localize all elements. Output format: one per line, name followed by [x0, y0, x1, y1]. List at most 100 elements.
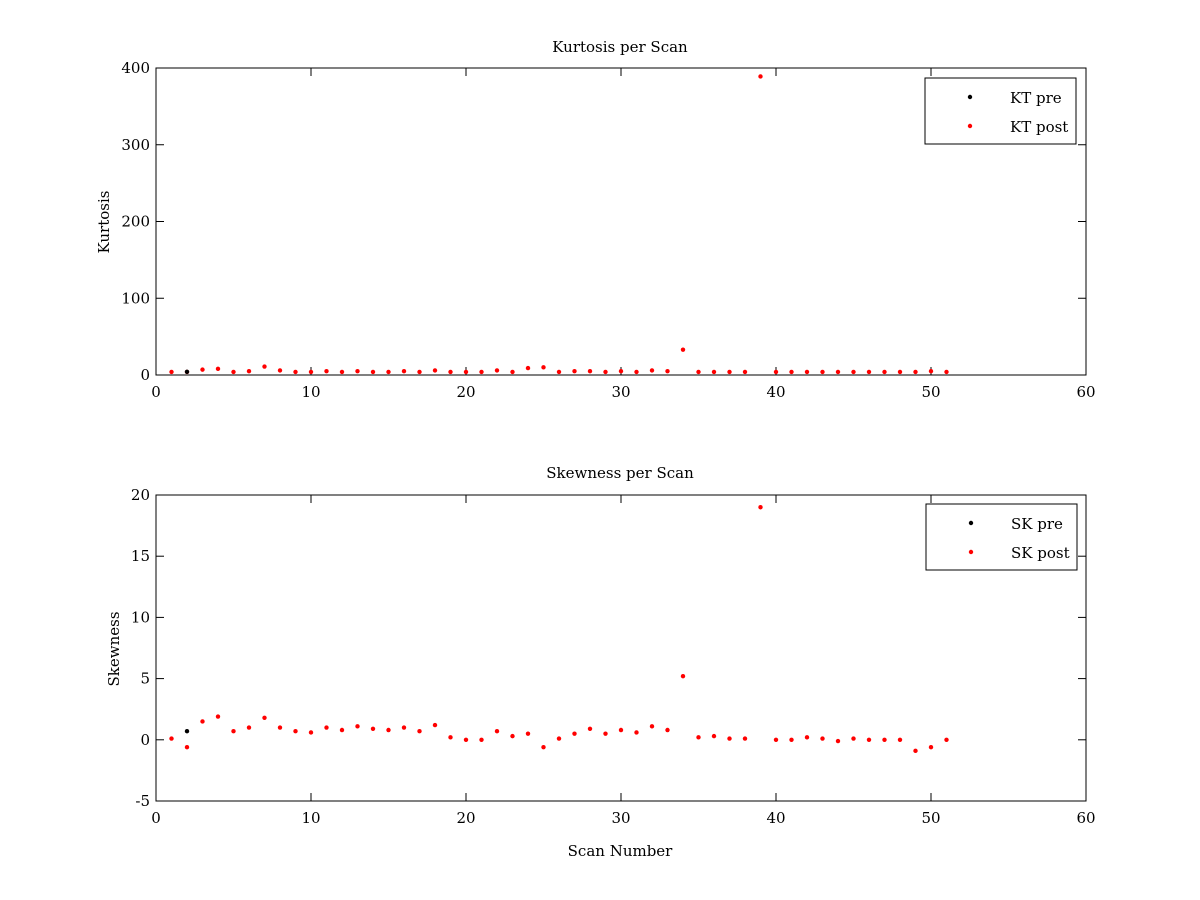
skewness-x-tick-label: 0	[151, 809, 161, 827]
kurtosis-legend-box	[924, 77, 1077, 145]
kurtosis-post-point	[417, 369, 422, 375]
skewness-post-point	[758, 505, 763, 510]
skewness-x-axis-label: Scan Number	[568, 842, 674, 860]
skewness-post-point	[215, 714, 221, 719]
skewness-pre-point	[184, 729, 190, 734]
kurtosis-x-tick-label: 10	[301, 383, 320, 401]
skewness-post-point	[510, 733, 515, 739]
kurtosis-y-tick-label: 200	[121, 213, 150, 231]
skewness-y-tick-label: 10	[131, 608, 150, 626]
skewness-post-point	[851, 736, 856, 741]
kurtosis-legend-post-label: KT post	[1010, 118, 1068, 136]
kurtosis-y-tick-label: 400	[121, 59, 150, 77]
skewness-post-point	[184, 744, 190, 750]
kurtosis-post-point	[494, 368, 500, 373]
kurtosis-post-point	[370, 369, 376, 375]
kurtosis-chart-title: Kurtosis per Scan	[552, 38, 688, 56]
skewness-post-point	[448, 735, 453, 740]
kurtosis-x-tick-label: 20	[456, 383, 475, 401]
skewness-post-point	[417, 729, 422, 734]
kurtosis-x-tick-label: 0	[151, 383, 161, 401]
skewness-axes: Skewness per Scan Skewness Scan Number 0…	[105, 464, 1096, 860]
kurtosis-y-tick-label: 0	[140, 366, 150, 384]
skewness-y-tick-label: 5	[140, 670, 150, 688]
skewness-y-tick-label: 0	[140, 731, 150, 749]
kurtosis-post-point	[866, 369, 872, 375]
kurtosis-y-tick-label: 100	[121, 289, 150, 307]
skewness-post-point	[789, 737, 794, 742]
kurtosis-post-point	[634, 369, 639, 375]
kurtosis-post-point	[448, 369, 453, 375]
skewness-post-point	[696, 735, 701, 740]
kurtosis-post-point	[711, 369, 717, 375]
skewness-legend-pre-marker	[968, 520, 974, 526]
kurtosis-post-point	[277, 368, 283, 373]
kurtosis-post-point	[696, 369, 701, 375]
skewness-x-tick-label: 10	[301, 809, 320, 827]
kurtosis-post-point	[401, 368, 407, 374]
kurtosis-post-point	[851, 369, 856, 375]
kurtosis-post-point	[200, 367, 205, 372]
kurtosis-post-point	[432, 368, 438, 373]
kurtosis-post-point	[665, 368, 670, 374]
skewness-x-tick-label: 50	[921, 809, 940, 827]
kurtosis-post-point	[928, 368, 934, 374]
kurtosis-post-point	[835, 369, 841, 375]
kurtosis-y-axis-label: Kurtosis	[95, 191, 113, 254]
skewness-post-point	[200, 719, 205, 724]
kurtosis-post-point	[556, 369, 562, 375]
kurtosis-post-point	[510, 369, 515, 375]
kurtosis-post-point	[246, 368, 252, 374]
kurtosis-post-point	[882, 369, 887, 375]
skewness-post-point	[913, 748, 918, 754]
skewness-y-tick-label: 20	[131, 486, 150, 504]
skewness-x-tick-label: 20	[456, 809, 475, 827]
kurtosis-pre-point	[184, 369, 190, 374]
kurtosis-y-tick-label: 300	[121, 136, 150, 154]
kurtosis-post-point	[649, 368, 655, 373]
skewness-x-tick-label: 30	[611, 809, 630, 827]
kurtosis-post-point	[324, 368, 329, 374]
kurtosis-post-point	[773, 369, 779, 375]
kurtosis-post-point	[603, 369, 608, 375]
skewness-post-point	[634, 730, 639, 735]
kurtosis-post-point	[525, 365, 531, 371]
skewness-post-point	[820, 736, 825, 741]
kurtosis-x-tick-label: 30	[611, 383, 630, 401]
skewness-post-point	[897, 737, 903, 742]
kurtosis-post-point	[293, 369, 298, 375]
kurtosis-post-point	[680, 347, 686, 352]
skewness-post-point	[711, 733, 717, 739]
skewness-y-axis-label: Skewness	[105, 611, 123, 686]
skewness-post-point	[494, 729, 500, 734]
skewness-post-point	[479, 737, 484, 742]
skewness-post-point	[324, 725, 329, 730]
skewness-post-point	[603, 731, 608, 736]
kurtosis-post-point	[169, 369, 174, 375]
skewness-post-point	[944, 737, 949, 742]
kurtosis-x-tick-label: 50	[921, 383, 940, 401]
kurtosis-ticks: 0 10 20 30 40 50 60 0 100 200 300 400	[121, 59, 1095, 401]
skewness-post-point	[370, 726, 376, 731]
skewness-post-point	[463, 737, 469, 742]
kurtosis-post-point	[727, 369, 732, 375]
kurtosis-post-point	[541, 365, 546, 370]
skewness-post-point	[355, 724, 360, 729]
kurtosis-x-tick-label: 60	[1076, 383, 1095, 401]
kurtosis-post-point	[789, 369, 794, 375]
kurtosis-post-point	[262, 364, 267, 369]
kurtosis-x-tick-label: 40	[766, 383, 785, 401]
skewness-points	[169, 505, 949, 754]
skewness-post-point	[665, 727, 670, 733]
skewness-legend: SK pre SK post	[925, 503, 1078, 571]
skewness-post-point	[556, 736, 562, 741]
skewness-y-tick-label: -5	[135, 792, 150, 810]
kurtosis-post-point	[804, 369, 810, 375]
skewness-post-point	[587, 726, 593, 731]
kurtosis-legend-pre-label: KT pre	[1010, 89, 1062, 107]
skewness-post-point	[308, 730, 314, 735]
kurtosis-post-point	[355, 368, 360, 374]
kurtosis-post-point	[572, 368, 577, 374]
kurtosis-post-point	[897, 369, 903, 375]
